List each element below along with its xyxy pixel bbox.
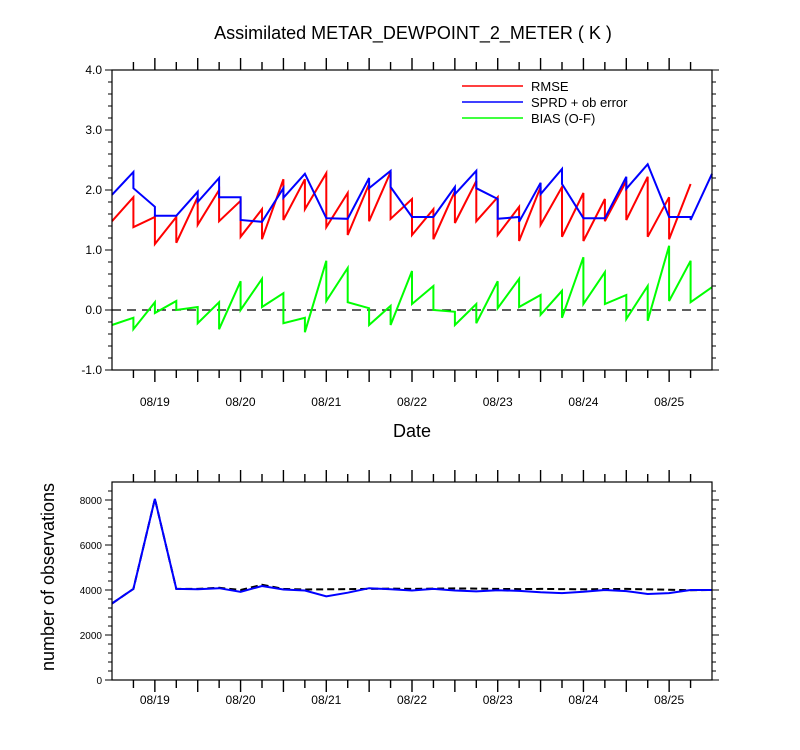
series-line-assimilated — [111, 498, 712, 605]
x-tick-label: 08/20 — [226, 693, 256, 707]
series-line-rmse — [111, 169, 692, 247]
series-line-possible — [111, 498, 713, 605]
y-tick-label: 3.0 — [85, 123, 102, 137]
top-x-axis-title: Date — [393, 421, 431, 441]
x-tick-label: 08/25 — [654, 395, 684, 409]
x-tick-label: 08/19 — [140, 693, 170, 707]
y-tick-label: -1.0 — [81, 363, 102, 377]
x-tick-label: 08/20 — [226, 395, 256, 409]
x-tick-label: 08/21 — [311, 395, 341, 409]
series-line-sprd-ob-error — [111, 162, 713, 223]
y-tick-label: 4.0 — [85, 63, 102, 77]
x-tick-label: 08/22 — [397, 395, 427, 409]
y-tick-label: 4000 — [80, 586, 103, 597]
x-tick-label: 08/22 — [397, 693, 427, 707]
bottom-y-axis-title: number of observations — [38, 483, 58, 671]
top-x-axis: 08/19 08/20 08/21 08/22 08/23 08/24 08/25 — [132, 58, 692, 409]
y-tick-label: 6000 — [80, 541, 103, 552]
bottom-x-axis: 08/19 08/20 08/21 08/22 08/23 08/24 08/25 — [132, 470, 692, 707]
top-series — [111, 162, 713, 333]
y-tick-label: 0 — [96, 676, 102, 687]
y-tick-label: 0.0 — [85, 303, 102, 317]
x-tick-label: 08/23 — [483, 395, 513, 409]
top-y-axis: -1.0 0.0 1.0 2.0 3.0 4.0 — [81, 63, 719, 377]
x-tick-label: 08/23 — [483, 693, 513, 707]
top-chart: Assimilated METAR_DEWPOINT_2_METER ( K )… — [81, 23, 719, 441]
y-tick-label: 1.0 — [85, 243, 102, 257]
bottom-plot-frame — [111, 481, 713, 681]
top-plot-frame — [111, 69, 713, 371]
legend-label: BIAS (O-F) — [531, 111, 595, 126]
y-tick-label: 8000 — [80, 496, 103, 507]
legend-label: SPRD + ob error — [531, 95, 628, 110]
top-chart-title: Assimilated METAR_DEWPOINT_2_METER ( K ) — [214, 23, 612, 44]
x-tick-label: 08/24 — [568, 693, 598, 707]
y-tick-label: 2.0 — [85, 183, 102, 197]
bottom-y-axis: 0 2000 4000 6000 8000 — [80, 490, 719, 687]
legend-label: RMSE — [531, 79, 569, 94]
x-tick-label: 08/19 — [140, 395, 170, 409]
x-tick-label: 08/25 — [654, 693, 684, 707]
series-line-bias-o-f — [111, 245, 713, 333]
bottom-series — [111, 498, 713, 605]
x-tick-label: 08/21 — [311, 693, 341, 707]
y-tick-label: 2000 — [80, 631, 103, 642]
x-tick-label: 08/24 — [568, 395, 598, 409]
